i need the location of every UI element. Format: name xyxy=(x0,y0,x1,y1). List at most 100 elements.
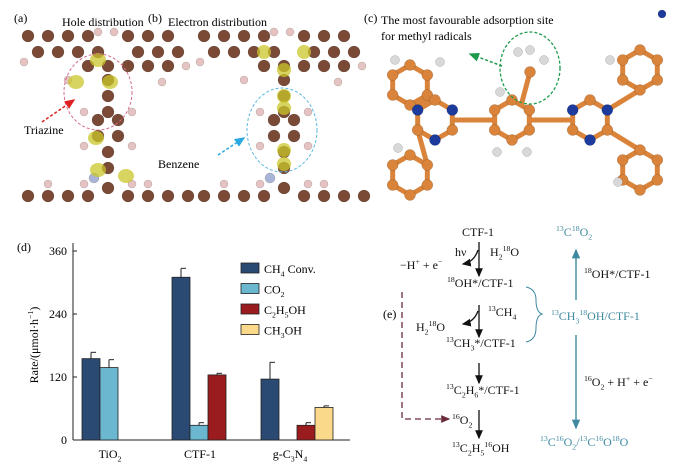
carbon-atom xyxy=(651,154,664,166)
text-run: −H xyxy=(400,258,416,272)
hydrogen-atom xyxy=(195,57,205,67)
hole-density-isosurface xyxy=(90,163,106,177)
hydrogen-atom xyxy=(435,57,445,67)
bond xyxy=(604,127,643,153)
hydrogen-atom xyxy=(93,27,103,37)
carbon-atom xyxy=(327,45,341,59)
carbon-atom xyxy=(386,159,399,171)
carbon-atom xyxy=(217,189,231,203)
carbon-atom xyxy=(121,189,135,203)
hydrogen-atom xyxy=(109,27,119,37)
carbon-atom xyxy=(21,29,35,43)
electron-density-isosurface xyxy=(277,89,291,103)
electron-distribution-structure xyxy=(195,27,371,203)
scheme-label-ch3oh-ctf: 13CH318OH/CTF-1 xyxy=(551,308,640,325)
text-run: OH xyxy=(289,303,307,317)
text-run: CTF-1 xyxy=(184,447,216,461)
text-run: H xyxy=(490,245,499,259)
hydrogen-atom xyxy=(513,47,523,57)
carbon-atom xyxy=(634,184,646,196)
subscript: 4 xyxy=(281,269,285,278)
nitrogen-atom xyxy=(264,172,276,184)
carbon-atom xyxy=(171,45,185,59)
carbon-atom xyxy=(421,69,434,81)
hole-density-isosurface xyxy=(118,169,134,183)
electron-density-isosurface xyxy=(277,63,291,77)
carbon-atom xyxy=(257,189,271,203)
carbon-atom xyxy=(634,44,646,56)
carbon-atom xyxy=(337,189,351,203)
hydrogen-atom xyxy=(219,179,229,189)
hydrogen-atom xyxy=(303,107,313,117)
text-run: O xyxy=(460,413,469,427)
carbon-atom xyxy=(41,29,55,43)
triazine-label: Triazine xyxy=(24,123,64,137)
panel-d-label: (d) xyxy=(17,240,31,254)
carbon-atom xyxy=(411,124,424,136)
text-run: CH xyxy=(454,336,471,350)
text-run: O xyxy=(580,225,589,239)
carbon-atom xyxy=(634,84,646,96)
panel-b: (b) Electron distribution Benzene xyxy=(148,11,371,203)
supscript: − xyxy=(648,374,653,383)
electron-density-isosurface xyxy=(277,157,291,171)
y-tick-label: 120 xyxy=(49,370,67,384)
carbon-atom xyxy=(161,29,175,43)
text-run: O xyxy=(436,320,445,334)
scheme-labels: CTF-1hν H218O−H+ + e−18OH*/CTF-113CH4H218… xyxy=(400,224,653,457)
carbon-atom xyxy=(317,59,331,73)
legend-swatch-ch4 xyxy=(240,262,260,274)
scheme-label-minus-h: −H+ + e− xyxy=(400,257,443,272)
carbon-atom xyxy=(601,124,614,136)
supscript: 13 xyxy=(452,440,460,449)
carbon-atom xyxy=(584,94,596,106)
carbon-atom xyxy=(421,179,434,191)
benzene-highlight-circle xyxy=(246,87,318,173)
carbon-atom xyxy=(141,29,155,43)
subscript: 3 xyxy=(281,331,285,340)
carbon-atom xyxy=(21,189,35,203)
carbon-atom xyxy=(386,89,399,101)
hydrogen-atom xyxy=(19,57,29,67)
scheme-label-o2-h-e: 16O2 + H+ + e− xyxy=(584,374,653,391)
carbon-atom xyxy=(386,69,399,81)
hydrogen-atom xyxy=(255,141,265,151)
carbon-atom xyxy=(651,74,664,86)
text-run: O xyxy=(592,375,601,389)
carbon-atom xyxy=(297,59,311,73)
subscript: 2 xyxy=(468,448,472,457)
hydrogen-atom xyxy=(303,141,313,151)
carbon-atom xyxy=(651,54,664,66)
text-run: + H xyxy=(604,375,626,389)
carbon-atom xyxy=(404,189,416,201)
carbon-atom xyxy=(101,105,115,119)
panel-b-title: Electron distribution xyxy=(168,15,267,29)
text-run: hν xyxy=(455,245,467,259)
hydrogen-atom xyxy=(357,61,367,71)
subscript: 3 xyxy=(575,316,579,325)
hydrogen-atom xyxy=(127,107,137,117)
carbon-atom xyxy=(257,59,271,73)
text-run: H xyxy=(276,303,285,317)
carbon-atom xyxy=(91,113,105,127)
carbon-atom xyxy=(488,104,501,116)
carbon-atom xyxy=(151,45,165,59)
text-run: O xyxy=(620,435,629,449)
hydrogen-atom xyxy=(390,55,400,65)
carbon-atom xyxy=(217,29,231,43)
carbon-atom xyxy=(523,124,536,136)
hydrogen-atom xyxy=(127,141,137,151)
supscript: 18 xyxy=(579,308,587,317)
carbon-atom xyxy=(41,189,55,203)
curly-brace xyxy=(525,286,544,343)
bond xyxy=(604,87,643,113)
carbon-atom xyxy=(357,189,371,203)
text-run: O xyxy=(510,245,519,259)
legend-label-co2: CO2 xyxy=(264,283,285,299)
panel-b-label: (b) xyxy=(148,11,162,25)
hydrogen-atom xyxy=(492,147,502,157)
text-run: C xyxy=(564,225,572,239)
hydrogen-atom xyxy=(613,177,623,187)
